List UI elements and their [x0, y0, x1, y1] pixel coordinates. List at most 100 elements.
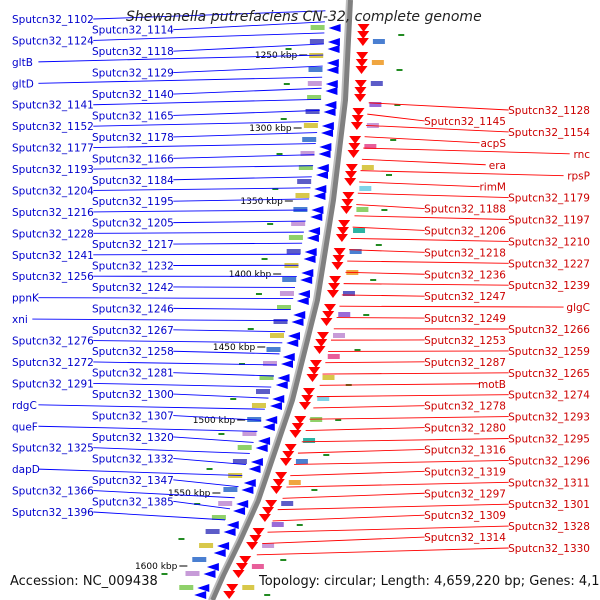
reverse-gene-arrow — [235, 563, 248, 571]
leader-line — [309, 416, 509, 420]
leader-line — [93, 447, 250, 454]
forward-feature-block — [270, 333, 284, 338]
reverse-gene-arrow — [249, 535, 262, 543]
reverse-gene-arrow — [291, 423, 304, 431]
leader-line — [286, 481, 509, 488]
gene-label: xni — [12, 314, 28, 326]
gene-label: Sputcn32_1281 — [92, 368, 174, 380]
forward-feature-block — [297, 179, 312, 184]
reverse-feature-block — [251, 564, 264, 569]
gene-label: Sputcn32_1232 — [92, 261, 174, 273]
leader-line — [173, 154, 315, 159]
gene-label: Sputcn32_1129 — [92, 68, 174, 80]
leader-line — [173, 65, 323, 74]
scale-label: 1450 kbp — [213, 343, 256, 353]
leader-line — [93, 187, 311, 191]
leader-line — [173, 415, 262, 421]
reverse-gene-arrow — [355, 59, 368, 67]
forward-gene-arrow — [265, 416, 278, 424]
forward-feature-block — [308, 67, 323, 72]
leader-line — [262, 536, 425, 544]
leader-line — [173, 393, 269, 399]
reverse-feature-block — [288, 480, 301, 485]
reverse-feature-block — [281, 501, 294, 506]
leader-line — [297, 449, 425, 454]
reverse-feature-block — [370, 81, 383, 86]
gene-label: dapD — [12, 464, 40, 476]
leader-line — [38, 468, 243, 477]
gene-label: Sputcn32_1178 — [92, 132, 174, 144]
reverse-gene-arrow — [345, 164, 358, 172]
leader-line — [173, 436, 254, 443]
reverse-feature-block — [361, 165, 374, 170]
leader-line — [282, 492, 425, 499]
forward-gene-arrow — [236, 500, 249, 508]
forward-feature-block — [282, 277, 297, 282]
leader-line — [319, 383, 480, 386]
forward-feature-block — [205, 529, 220, 534]
forward-gene-arrow — [286, 339, 299, 347]
gene-label: Sputcn32_1165 — [92, 110, 174, 122]
reverse-gene-arrow — [347, 150, 360, 158]
gene-label: Sputcn32_1128 — [508, 105, 590, 117]
leader-line — [352, 226, 425, 231]
gene-label: glgC — [566, 302, 590, 314]
gene-label: gltD — [12, 78, 34, 90]
gene-label: Sputcn32_1102 — [12, 14, 94, 26]
gene-label: Sputcn32_1166 — [92, 153, 174, 165]
reverse-gene-arrow — [331, 262, 344, 270]
forward-gene-arrow — [316, 171, 328, 179]
reverse-gene-arrow — [328, 283, 341, 291]
leader-line — [38, 54, 324, 63]
gene-label: Sputcn32_1295 — [508, 434, 590, 446]
gene-label: Sputcn32_1239 — [508, 280, 590, 292]
forward-feature-block — [293, 207, 308, 212]
reverse-feature-block — [338, 312, 351, 317]
label-leader-lines — [32, 10, 570, 556]
forward-gene-arrow — [269, 402, 282, 410]
leader-line — [356, 204, 425, 209]
gene-label: acpS — [480, 138, 506, 150]
forward-gene-arrow — [311, 206, 324, 214]
forward-gene-arrow — [325, 87, 338, 95]
reverse-gene-arrow — [337, 227, 350, 235]
forward-gene-arrow — [319, 143, 332, 151]
leader-line — [173, 457, 247, 465]
leader-line — [359, 181, 480, 188]
gene-label: Sputcn32_1385 — [92, 496, 174, 508]
gene-label: Sputcn32_1297 — [424, 488, 506, 500]
forward-gene-arrow — [318, 150, 331, 158]
leader-line — [93, 361, 277, 366]
reverse-gene-arrow — [320, 318, 333, 326]
reverse-gene-arrow — [324, 304, 336, 312]
scale-label: 1600 kbp — [135, 562, 178, 572]
reverse-feature-block — [342, 291, 355, 296]
forward-gene-arrow — [248, 465, 261, 473]
forward-gene-arrow — [291, 318, 304, 326]
gene-label: Sputcn32_1206 — [424, 225, 506, 237]
leader-line — [173, 500, 231, 510]
gene-label: Sputcn32_1301 — [508, 499, 590, 511]
leader-line — [173, 43, 324, 52]
reverse-gene-arrow — [357, 24, 370, 32]
leader-line — [256, 547, 509, 556]
gene-label: Sputcn32_1124 — [12, 35, 94, 47]
forward-gene-arrow — [304, 248, 317, 256]
forward-gene-arrow — [226, 521, 239, 529]
scale-label: 1300 kbp — [249, 124, 292, 134]
gene-label: Sputcn32_1278 — [424, 401, 506, 413]
reverse-feature-block — [359, 186, 372, 191]
forward-feature-block — [305, 109, 320, 114]
reverse-gene-arrow — [356, 52, 369, 60]
forward-feature-block — [307, 95, 322, 100]
gene-label: Sputcn32_1328 — [508, 521, 590, 533]
forward-gene-arrow — [306, 234, 319, 242]
forward-feature-block — [302, 137, 317, 142]
reverse-gene-arrow — [246, 542, 259, 550]
gene-label: Sputcn32_1246 — [92, 303, 174, 315]
forward-feature-block — [251, 403, 266, 408]
leader-line — [32, 318, 288, 322]
leader-line — [345, 271, 425, 275]
gene-label: Sputcn32_1258 — [92, 346, 174, 358]
reverse-feature-block — [369, 102, 382, 107]
